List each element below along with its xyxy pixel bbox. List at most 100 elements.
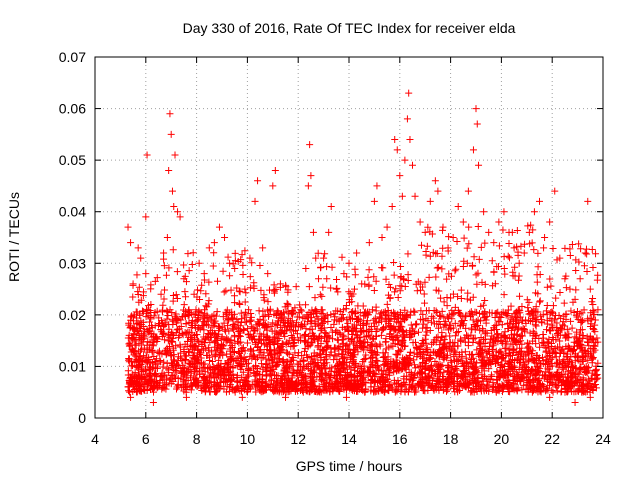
data-point: [386, 381, 394, 389]
data-point: [267, 347, 275, 355]
data-point: [264, 312, 272, 320]
data-point: [305, 283, 313, 291]
data-point: [581, 364, 589, 372]
data-point: [208, 348, 216, 356]
data-point: [331, 372, 339, 380]
data-point: [219, 313, 227, 321]
data-point: [376, 342, 384, 350]
data-point: [590, 308, 598, 316]
data-point: [165, 376, 173, 384]
data-point: [391, 388, 399, 396]
data-point: [578, 341, 586, 349]
data-point: [281, 375, 289, 383]
data-point-peak: [505, 228, 513, 236]
data-point: [207, 378, 215, 386]
data-point: [161, 286, 169, 294]
data-point: [536, 343, 544, 351]
data-point: [289, 334, 297, 342]
data-point-peak: [171, 151, 179, 159]
data-point: [345, 288, 353, 296]
data-point: [215, 372, 223, 380]
data-point-peak: [403, 115, 411, 123]
data-point: [277, 381, 285, 389]
data-point-peak: [299, 388, 307, 396]
data-point: [125, 383, 133, 391]
data-point: [330, 320, 338, 328]
data-point: [404, 250, 412, 258]
data-point: [571, 333, 579, 341]
data-point: [469, 354, 477, 362]
data-point: [361, 367, 369, 375]
data-point: [270, 281, 278, 289]
x-tick-label: 6: [142, 431, 150, 447]
data-point: [224, 314, 232, 322]
data-point: [263, 342, 271, 350]
data-point: [544, 352, 552, 360]
data-point: [238, 344, 246, 352]
data-point: [127, 323, 135, 331]
data-point: [489, 384, 497, 392]
data-point: [328, 263, 336, 271]
data-point: [507, 331, 515, 339]
data-point-peak: [449, 234, 457, 241]
data-point: [398, 381, 406, 389]
data-point: [475, 338, 483, 346]
data-point: [295, 349, 303, 357]
data-point: [444, 367, 452, 375]
data-point: [574, 369, 582, 377]
data-point-peak: [342, 393, 350, 401]
data-point: [351, 271, 359, 279]
data-point: [339, 331, 347, 339]
data-point: [283, 299, 291, 307]
data-point: [307, 314, 315, 322]
data-point: [247, 316, 255, 324]
data-point: [544, 386, 552, 394]
data-point: [256, 261, 264, 269]
data-point: [443, 293, 451, 301]
data-point: [231, 339, 239, 347]
data-point: [210, 317, 218, 325]
data-point: [532, 352, 540, 360]
data-point: [557, 324, 565, 332]
data-point: [366, 367, 374, 375]
data-point: [345, 327, 353, 335]
data-point: [447, 294, 455, 302]
data-point-peak: [530, 208, 538, 216]
data-point: [422, 331, 430, 339]
data-point-peak: [391, 136, 399, 144]
data-point-peak: [320, 254, 328, 262]
data-point: [435, 378, 443, 386]
data-point: [136, 310, 144, 318]
data-point: [136, 382, 144, 390]
data-point: [585, 342, 593, 350]
data-point: [523, 339, 531, 347]
data-point: [469, 372, 477, 380]
data-point: [515, 318, 523, 326]
data-point: [580, 262, 588, 270]
data-point: [536, 298, 544, 306]
data-point: [511, 376, 519, 384]
data-point: [189, 249, 197, 257]
data-point: [307, 352, 315, 360]
data-point: [425, 351, 433, 359]
data-point: [479, 310, 487, 318]
data-point: [551, 380, 559, 388]
data-point: [240, 386, 248, 394]
data-point: [281, 386, 289, 394]
data-point: [411, 330, 419, 338]
data-point: [422, 247, 430, 255]
data-point: [505, 240, 513, 248]
data-point: [292, 283, 300, 291]
data-point-peak: [231, 264, 239, 272]
data-point: [431, 358, 439, 366]
data-point: [413, 287, 421, 295]
data-point: [427, 361, 435, 369]
data-point: [161, 336, 169, 344]
data-point: [237, 338, 245, 346]
data-point: [414, 379, 422, 387]
data-point: [316, 291, 324, 299]
data-point: [549, 323, 557, 331]
data-point: [238, 387, 246, 395]
data-point: [194, 345, 202, 353]
